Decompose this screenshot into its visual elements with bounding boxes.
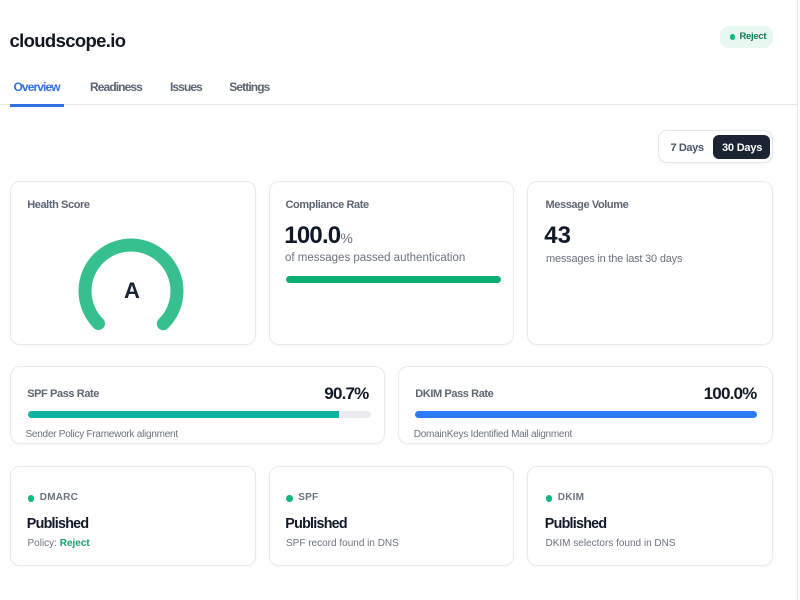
svg-text:A: A xyxy=(124,278,140,303)
